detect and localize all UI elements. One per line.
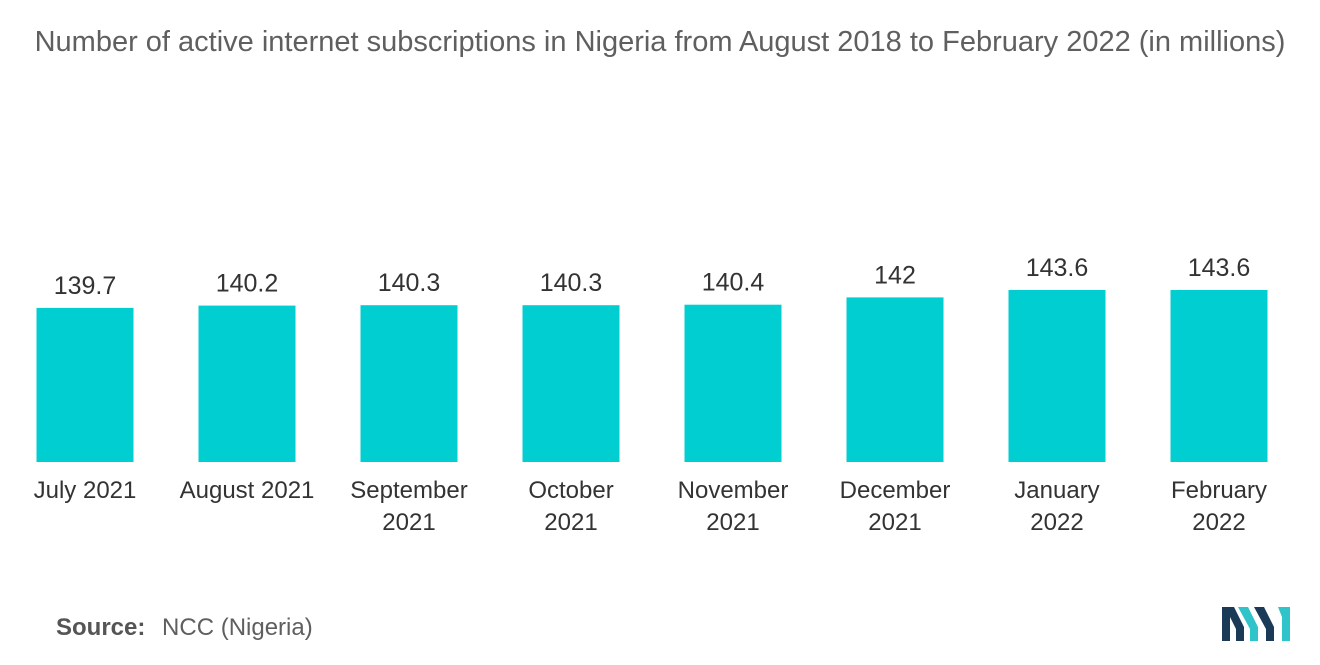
category-label: 2021 xyxy=(544,509,597,536)
data-label: 140.3 xyxy=(540,269,603,297)
bar xyxy=(1008,290,1106,462)
category-label: October xyxy=(528,477,613,504)
category-label: November xyxy=(678,477,789,504)
bar xyxy=(198,305,296,462)
category-label: December xyxy=(840,477,951,504)
data-label: 143.6 xyxy=(1188,254,1251,282)
bar xyxy=(846,297,944,462)
category-label: 2021 xyxy=(382,509,435,536)
category-label: February xyxy=(1171,477,1267,504)
category-label: 2021 xyxy=(868,509,921,536)
category-label: January xyxy=(1014,477,1099,504)
category-label: August 2021 xyxy=(180,477,315,504)
source-line: Source: NCC (Nigeria) xyxy=(56,614,313,642)
category-label: 2021 xyxy=(706,509,759,536)
bar xyxy=(1170,290,1268,462)
data-label: 140.2 xyxy=(216,270,279,298)
source-label: Source: xyxy=(56,614,146,641)
category-label: July 2021 xyxy=(34,477,137,504)
data-label: 140.3 xyxy=(378,269,441,297)
chart-title: Number of active internet subscriptions … xyxy=(34,26,1286,58)
bar xyxy=(36,307,134,462)
data-label: 142 xyxy=(874,261,916,289)
mordor-intelligence-logo-icon xyxy=(1222,607,1290,641)
bar xyxy=(522,305,620,462)
data-label: 140.4 xyxy=(702,269,765,297)
source-text: NCC (Nigeria) xyxy=(162,614,313,641)
category-label: September xyxy=(350,477,467,504)
data-label: 139.7 xyxy=(54,272,117,300)
category-label: 2022 xyxy=(1192,509,1245,536)
bar xyxy=(360,305,458,462)
category-label: 2022 xyxy=(1030,509,1083,536)
bar xyxy=(684,304,782,462)
data-label: 143.6 xyxy=(1026,254,1089,282)
